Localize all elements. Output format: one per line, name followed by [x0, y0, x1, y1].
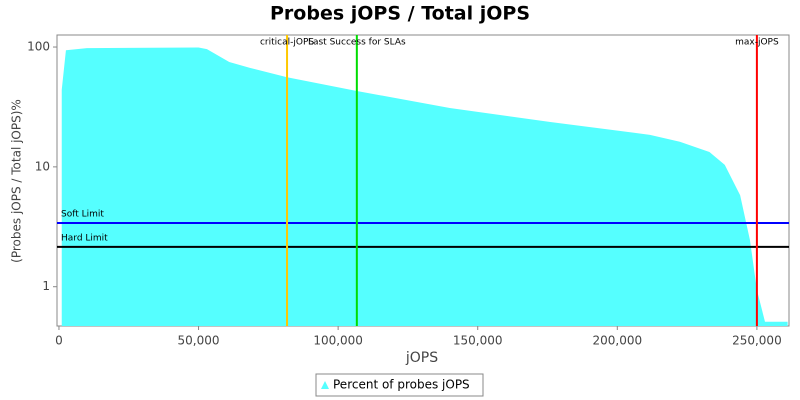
legend: Percent of probes jOPS — [315, 373, 484, 397]
marker-label: Last Success for SLAs — [308, 38, 406, 48]
x-tick-label: 50,000 — [178, 334, 220, 348]
y-tick-label: 1 — [42, 279, 50, 293]
y-tick-label: 10 — [35, 159, 50, 173]
x-tick-label: 100,000 — [313, 334, 363, 348]
limit-label: Hard Limit — [61, 233, 108, 243]
x-tick-label: 250,000 — [732, 334, 782, 348]
y-tick-label: 100 — [27, 40, 50, 54]
marker-label: max-jOPS — [735, 38, 779, 48]
x-tick-label: 200,000 — [592, 334, 642, 348]
x-tick-label: 150,000 — [453, 334, 503, 348]
legend-swatch — [321, 381, 329, 389]
chart-title: Probes jOPS / Total jOPS — [270, 3, 530, 25]
limit-label: Soft Limit — [61, 210, 104, 220]
area — [61, 47, 788, 327]
x-axis-label: jOPS — [405, 350, 438, 366]
x-tick-label: 0 — [55, 334, 63, 348]
legend-label: Percent of probes jOPS — [333, 378, 470, 392]
y-axis-label: (Probes jOPS / Total jOPS)% — [10, 99, 24, 263]
marker-label: critical-jOPS — [260, 38, 314, 48]
legend-box — [315, 373, 484, 397]
